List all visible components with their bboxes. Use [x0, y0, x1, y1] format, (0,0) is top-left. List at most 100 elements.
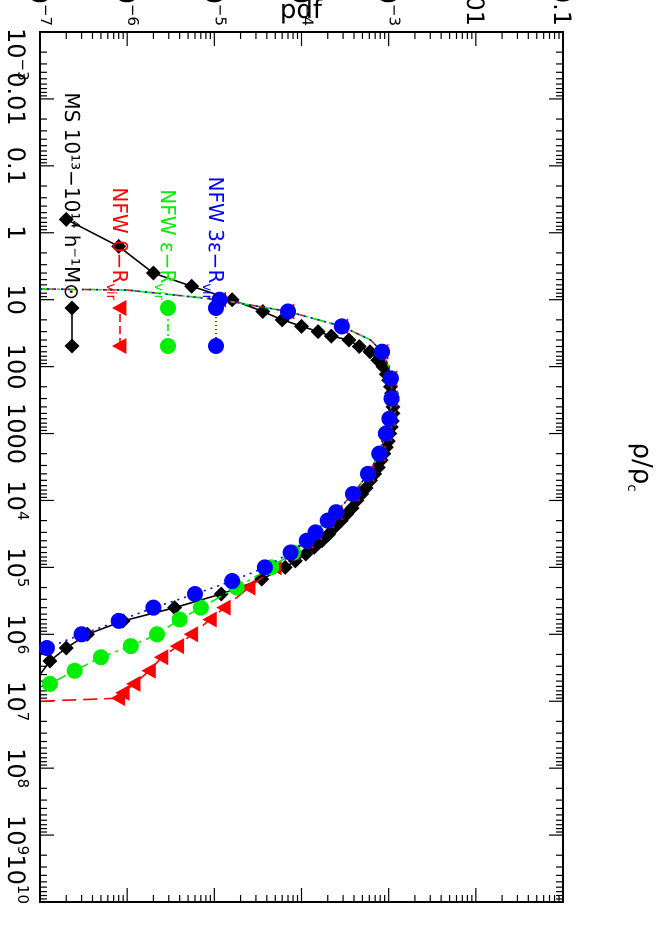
- series-point: [377, 425, 394, 442]
- series-point: [382, 370, 399, 387]
- legend-entry-1: NFW 0−Rvir: [103, 187, 132, 354]
- series-point: [66, 662, 83, 679]
- legend-marker: [160, 338, 176, 354]
- series-point: [319, 512, 336, 529]
- legend-label-sub: vir: [151, 283, 166, 300]
- series-point: [374, 343, 391, 360]
- y-tick-label-exponent: −3: [386, 4, 404, 26]
- x-tick-label-base: 10: [2, 854, 30, 885]
- series-point: [110, 690, 126, 707]
- series-point: [186, 586, 203, 603]
- series-point: [298, 546, 314, 562]
- y-tick-label-exponent: −7: [37, 4, 55, 26]
- x-tick-label-exponent: −3: [14, 59, 32, 81]
- series-point: [153, 649, 169, 666]
- y-tick-label-base: 10: [199, 0, 227, 4]
- x-tick-label-exponent: 6: [14, 645, 32, 655]
- y-tick-label-base: 10: [287, 0, 315, 4]
- series-line: [39, 218, 394, 676]
- series-point: [256, 559, 273, 576]
- tick-labels: 10−30.010.111010010001041051061071081091…: [2, 0, 576, 904]
- series-point: [282, 544, 299, 561]
- series-point: [149, 626, 166, 643]
- x-tick-label: 105: [2, 547, 32, 587]
- series-point: [192, 599, 209, 616]
- series-point: [216, 599, 231, 616]
- x-tick-label: 0.1: [2, 147, 30, 185]
- x-tick-label: 0.01: [2, 72, 30, 125]
- y-tick-label: 10−3: [374, 0, 404, 26]
- series-point: [351, 338, 367, 354]
- x-tick-label-exponent: 10: [14, 885, 32, 904]
- y-tick-label: 10−6: [112, 0, 142, 26]
- x-tick-label-exponent: 7: [14, 712, 32, 722]
- series-point: [38, 639, 55, 656]
- x-tick-label: 10: [2, 284, 30, 315]
- x-tick-label-base: 10: [2, 815, 30, 846]
- x-tick-label-base: 10: [2, 748, 30, 779]
- series-point: [42, 653, 58, 669]
- x-axis-title-sub: c: [624, 484, 639, 491]
- series-point: [92, 649, 109, 666]
- y-tick-label: 10−7: [25, 0, 55, 26]
- data-series: [38, 211, 401, 707]
- series-point: [122, 638, 139, 655]
- legend-entry-0: MS 10¹³−10¹⁴ h⁻¹M⊙: [60, 92, 84, 354]
- x-tick-label: 1010: [2, 854, 32, 904]
- x-tick-label: 1: [2, 225, 30, 240]
- series-3: [38, 288, 400, 656]
- legend-entry-3: NFW 3ε−Rvir: [199, 177, 228, 354]
- series-point: [167, 600, 183, 616]
- y-tick-label-exponent: −6: [124, 4, 142, 26]
- series-point: [169, 638, 185, 655]
- x-tick-label: 100: [2, 344, 30, 390]
- legend-marker: [160, 300, 176, 316]
- series-point: [383, 390, 400, 407]
- x-tick-label-base: 10: [2, 614, 30, 645]
- y-tick-label: 0.1: [548, 0, 576, 26]
- series-point: [145, 599, 162, 616]
- y-tick-label: 0.01: [461, 0, 489, 26]
- series-point: [371, 445, 388, 462]
- x-tick-label-base: 10: [2, 480, 30, 511]
- x-tick-label-base: 10: [2, 547, 30, 578]
- y-tick-label-base: 10: [374, 0, 402, 4]
- x-tick-label-exponent: 4: [14, 511, 32, 521]
- x-tick-label: 106: [2, 614, 32, 654]
- x-tick-label-base: 10: [2, 28, 30, 59]
- series-point: [310, 324, 326, 340]
- series-point: [333, 318, 350, 335]
- rotated-plot-group: MS 10¹³−10¹⁴ h⁻¹M⊙ NFW 0−Rvir NFW ε−Rvir NF…: [2, 0, 657, 904]
- series-point: [323, 328, 339, 344]
- series-point: [279, 303, 296, 320]
- legend-label-sub: vir: [199, 283, 214, 300]
- y-tick-label: 10−5: [199, 0, 229, 26]
- legend-marker: [112, 338, 127, 354]
- series-point: [126, 675, 141, 692]
- legend-marker: [64, 300, 80, 316]
- x-tick-label-base: 10: [2, 681, 30, 712]
- legend-label: MS 10¹³−10¹⁴ h⁻¹M⊙: [60, 92, 84, 300]
- y-tick-label-base: 10: [112, 0, 140, 4]
- series-point: [58, 640, 74, 656]
- series-point: [110, 612, 127, 629]
- series-point: [224, 292, 240, 308]
- series-point: [294, 318, 309, 334]
- series-point: [41, 675, 58, 692]
- legend-label: NFW 3ε−Rvir: [199, 177, 228, 301]
- x-tick-label-exponent: 5: [14, 578, 32, 588]
- legend-label-sub: vir: [103, 283, 118, 300]
- x-tick-label: 108: [2, 748, 32, 788]
- x-tick-label: 10−3: [2, 28, 32, 81]
- series-point: [171, 611, 188, 628]
- series-point: [202, 611, 217, 628]
- x-tick-label-exponent: 8: [14, 779, 32, 789]
- series-point: [298, 532, 315, 549]
- legend-marker: [64, 338, 80, 354]
- plot-frame: [39, 31, 564, 903]
- series-point: [111, 238, 127, 254]
- series-point: [360, 465, 377, 482]
- series-point: [381, 410, 398, 427]
- x-axis-title: ρ/ρc: [624, 443, 657, 492]
